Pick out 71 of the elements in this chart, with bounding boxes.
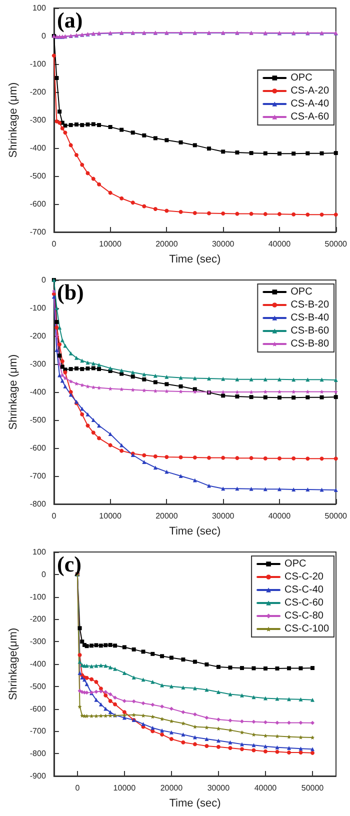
y-tick-label: -400 — [30, 660, 46, 668]
y-tick-label: -500 — [30, 172, 46, 180]
y-tick-label: 100 — [32, 4, 46, 12]
legend-label: CS-A-20 — [290, 86, 330, 96]
legend-label: OPC — [290, 286, 312, 298]
y-tick-label: -600 — [30, 200, 46, 208]
y-tick-label: -200 — [30, 332, 46, 340]
x-tick-label: 40000 — [254, 784, 278, 792]
y-tick-label: -700 — [30, 472, 46, 480]
x-tick-label: 30000 — [212, 240, 235, 248]
legend-label: CS-B-60 — [290, 326, 330, 336]
y-tick-label: -700 — [30, 726, 46, 736]
x-tick-label: 50000 — [301, 784, 324, 792]
x-tick-label: 30000 — [212, 512, 235, 520]
legend-label: CS-C-60 — [284, 598, 324, 608]
y-tick-label: -100 — [30, 304, 46, 312]
legend-label: OPC — [290, 72, 312, 84]
chart-title: (b) — [57, 280, 84, 304]
y-tick-label: 0 — [41, 570, 46, 579]
x-axis-title: Time (sec) — [169, 254, 221, 266]
y-tick-label: -300 — [30, 360, 46, 368]
y-tick-label: -200 — [30, 88, 46, 96]
y-tick-label: -300 — [30, 116, 46, 124]
x-tick-label: 0 — [75, 784, 80, 792]
x-tick-label: 50000 — [324, 512, 348, 520]
legend-label: CS-C-20 — [284, 572, 324, 582]
x-tick-label: 10000 — [99, 512, 122, 520]
chart-title: (c) — [57, 552, 82, 576]
chart-title: (a) — [57, 8, 83, 32]
x-tick-label: 0 — [52, 240, 57, 248]
legend-label: CS-A-40 — [290, 98, 330, 110]
y-tick-label: 0 — [41, 32, 46, 40]
legend-label: CS-B-80 — [290, 338, 330, 350]
x-tick-label: 20000 — [156, 512, 178, 520]
legend-label: CS-B-20 — [290, 300, 330, 310]
legend-label: CS-A-60 — [290, 112, 330, 122]
y-tick-label: 100 — [32, 548, 46, 556]
x-tick-label: 40000 — [268, 512, 292, 520]
y-tick-label: -900 — [30, 772, 46, 780]
y-tick-label: -100 — [30, 592, 46, 602]
y-tick-label: -400 — [30, 144, 46, 152]
y-tick-label: -600 — [30, 704, 46, 714]
y-tick-label: -500 — [30, 416, 46, 424]
y-tick-label: 0 — [41, 276, 46, 284]
y-tick-label: -100 — [30, 60, 46, 68]
x-tick-label: 10000 — [99, 240, 122, 248]
legend-label: CS-B-40 — [290, 312, 330, 324]
y-tick-label: -400 — [30, 388, 46, 396]
legend-label: CS-C-100 — [284, 624, 330, 634]
x-tick-label: 30000 — [207, 784, 230, 792]
y-tick-label: -300 — [30, 637, 46, 646]
x-tick-label: 10000 — [113, 784, 136, 792]
y-tick-label: -800 — [30, 500, 46, 508]
legend-label: OPC — [284, 558, 306, 570]
x-tick-label: 0 — [52, 512, 57, 520]
y-axis-title: Shrinkage (μm) — [8, 354, 20, 430]
x-axis-title: Time (sec) — [169, 798, 221, 810]
y-tick-label: -500 — [30, 682, 46, 691]
y-axis-title: Shrinkage(μm) — [8, 628, 20, 700]
x-tick-label: 40000 — [268, 240, 292, 248]
x-tick-label: 20000 — [160, 784, 184, 792]
y-axis-title: Shrinkage (μm) — [8, 82, 20, 158]
y-tick-label: -600 — [30, 444, 46, 452]
x-tick-label: 50000 — [324, 240, 348, 248]
legend-label: CS-C-40 — [284, 584, 324, 596]
y-tick-label: -700 — [30, 228, 46, 236]
y-tick-label: -200 — [30, 614, 46, 624]
y-tick-label: -800 — [30, 749, 46, 758]
x-axis-title: Time (sec) — [169, 526, 221, 538]
x-tick-label: 20000 — [156, 240, 178, 248]
legend-label: CS-C-80 — [284, 610, 324, 622]
